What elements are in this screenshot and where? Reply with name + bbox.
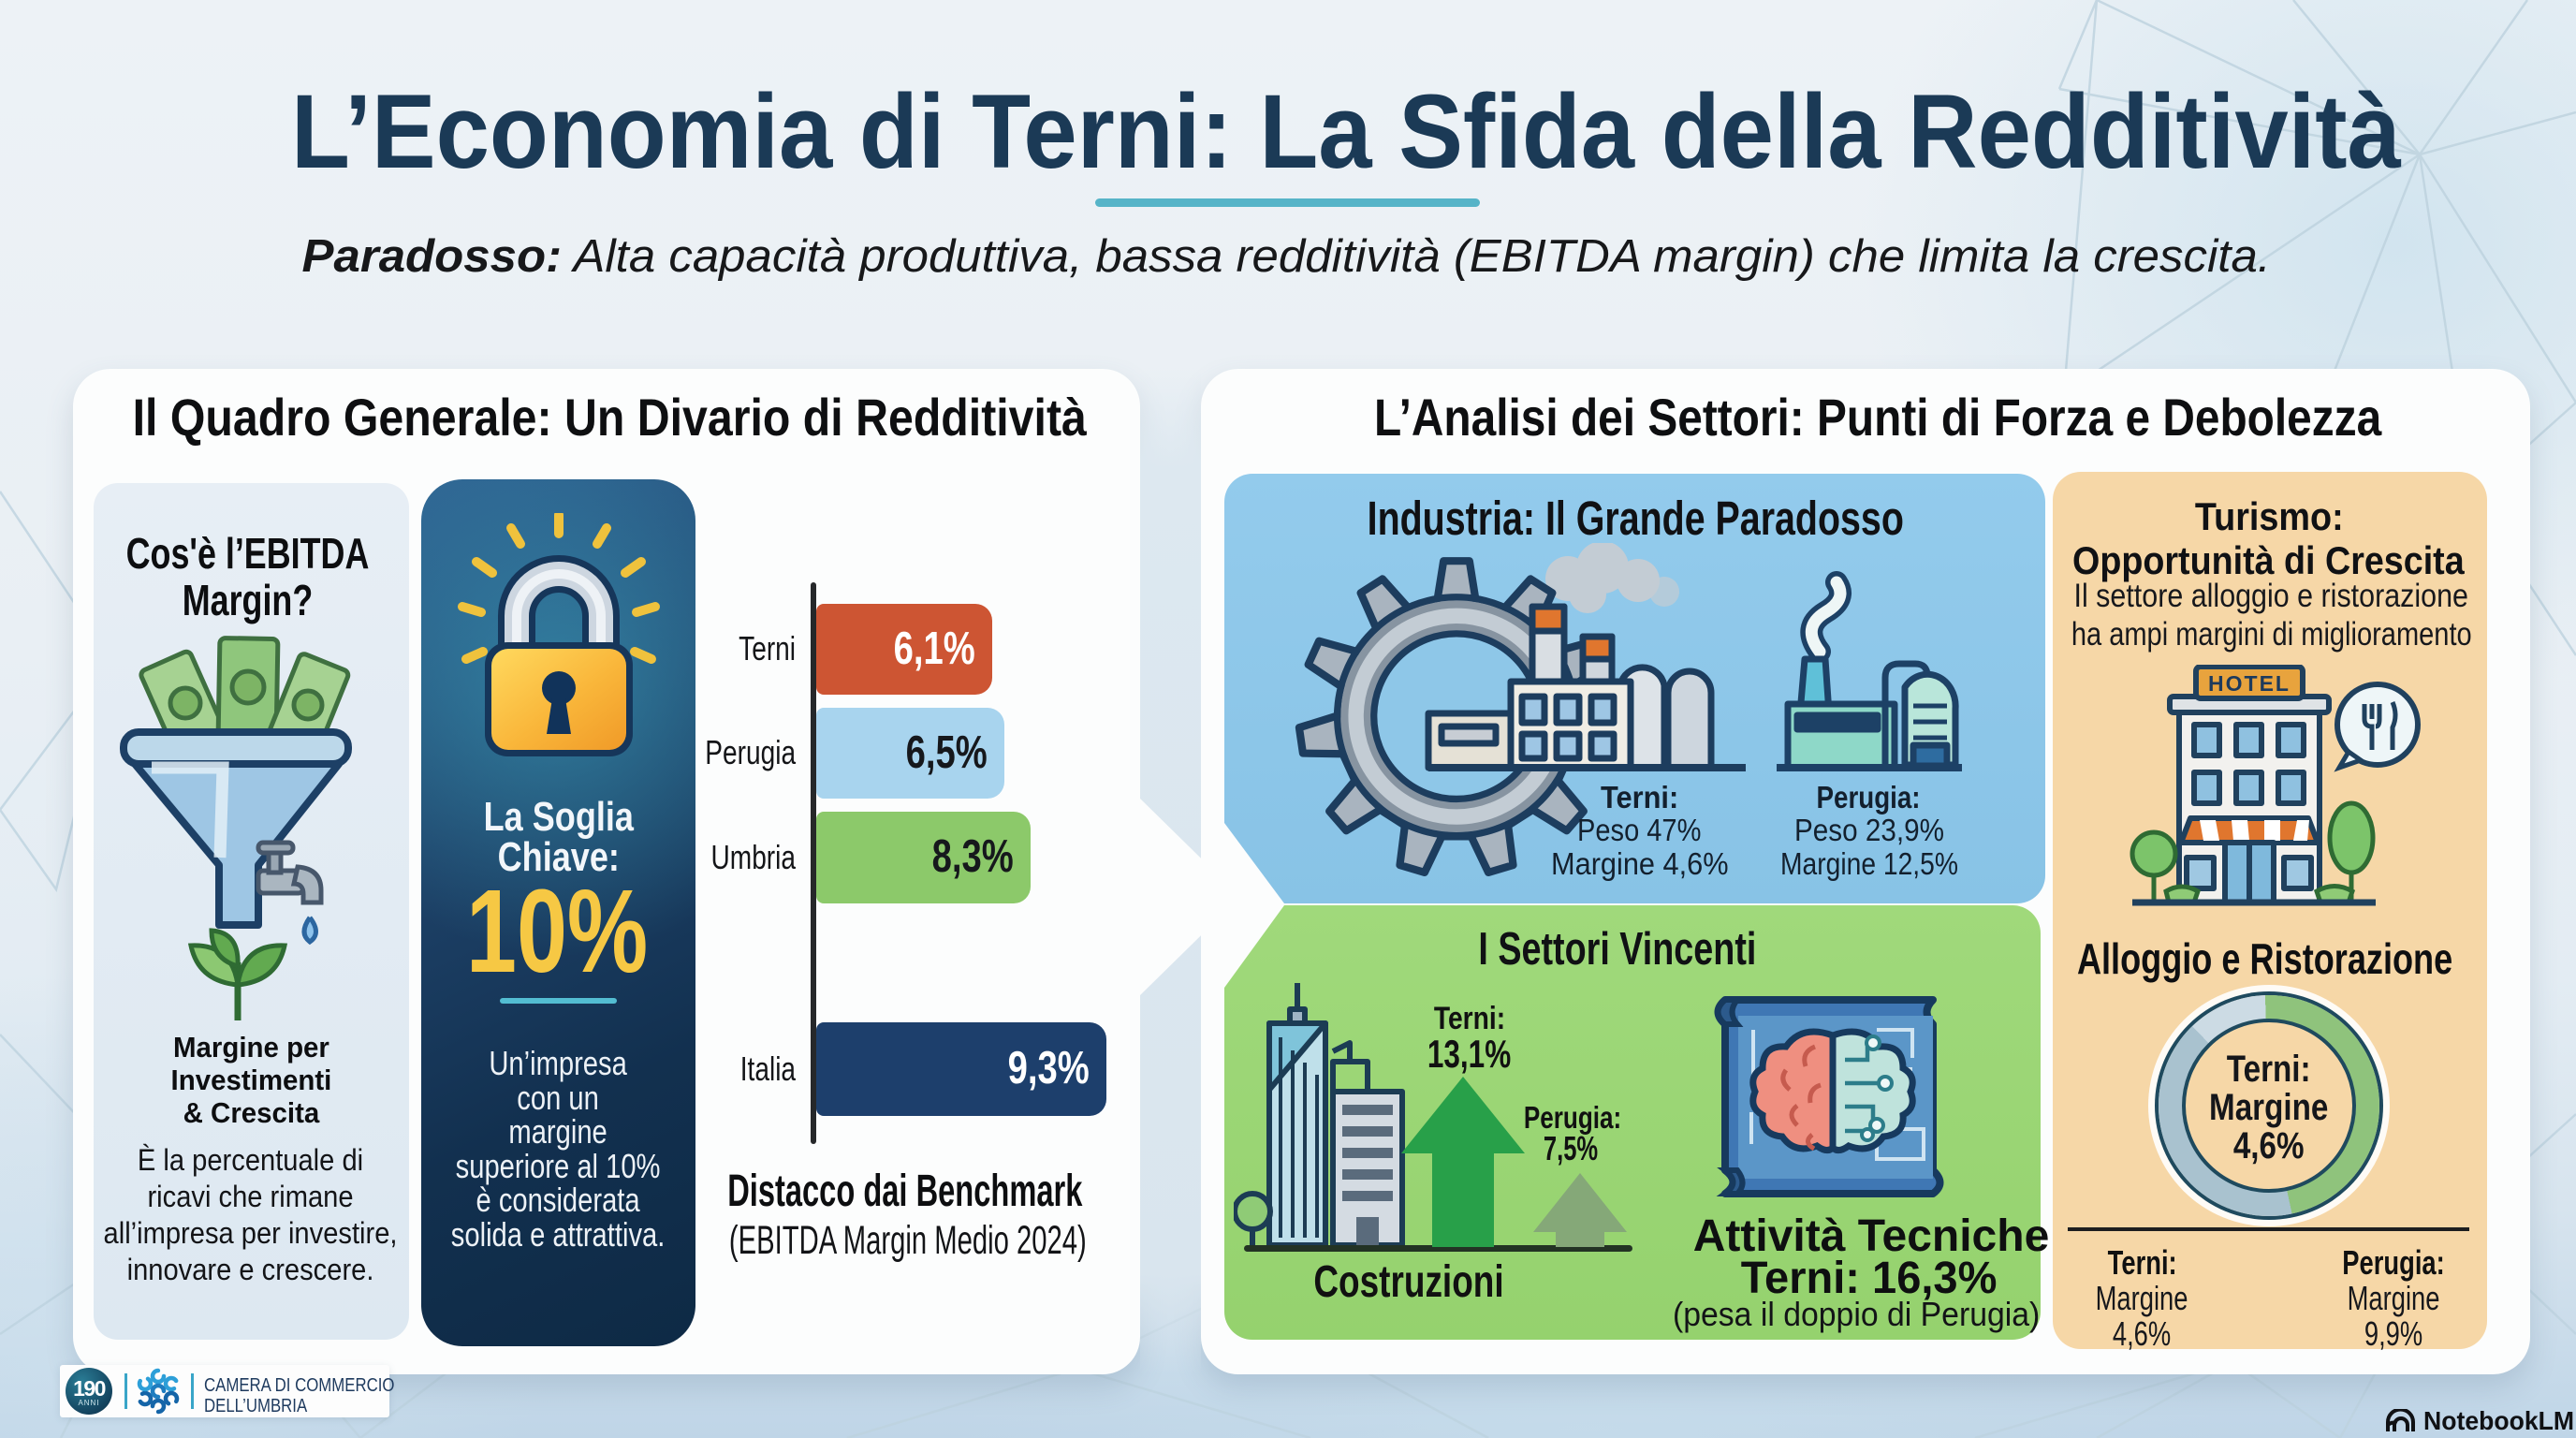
svg-text:HOTEL: HOTEL: [2208, 671, 2291, 696]
